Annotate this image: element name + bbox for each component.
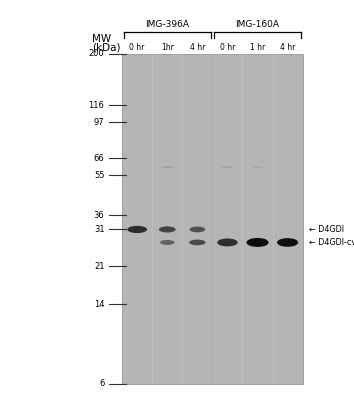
Ellipse shape <box>277 238 298 247</box>
Ellipse shape <box>217 238 238 246</box>
Text: 66: 66 <box>94 154 104 163</box>
Text: IMG-396A: IMG-396A <box>145 20 189 29</box>
Text: 116: 116 <box>88 101 104 110</box>
Text: IMG-160A: IMG-160A <box>235 20 280 29</box>
Ellipse shape <box>127 226 147 233</box>
Text: ← D4GDI: ← D4GDI <box>309 225 344 234</box>
Text: MW: MW <box>92 34 111 44</box>
Text: ← D4GDI-cv: ← D4GDI-cv <box>309 238 354 247</box>
Text: 31: 31 <box>94 225 104 234</box>
Ellipse shape <box>252 166 263 168</box>
Text: 55: 55 <box>94 171 104 180</box>
Ellipse shape <box>189 240 206 245</box>
Bar <box>122 54 303 384</box>
Text: 6: 6 <box>99 380 104 388</box>
Text: 200: 200 <box>89 50 104 58</box>
Text: 4 hr: 4 hr <box>190 43 205 52</box>
Ellipse shape <box>161 166 173 168</box>
Text: 4 hr: 4 hr <box>280 43 295 52</box>
Ellipse shape <box>246 238 269 247</box>
Text: (kDa): (kDa) <box>92 42 120 52</box>
Text: 1 hr: 1 hr <box>250 43 265 52</box>
Text: 0 hr: 0 hr <box>130 43 145 52</box>
Ellipse shape <box>189 226 205 232</box>
Text: 14: 14 <box>94 300 104 309</box>
Text: 97: 97 <box>94 118 104 126</box>
Ellipse shape <box>159 226 176 232</box>
Text: 36: 36 <box>94 211 104 220</box>
Text: 1hr: 1hr <box>161 43 174 52</box>
Text: 0 hr: 0 hr <box>220 43 235 52</box>
Ellipse shape <box>222 166 233 168</box>
Ellipse shape <box>160 240 175 245</box>
Text: 21: 21 <box>94 262 104 271</box>
